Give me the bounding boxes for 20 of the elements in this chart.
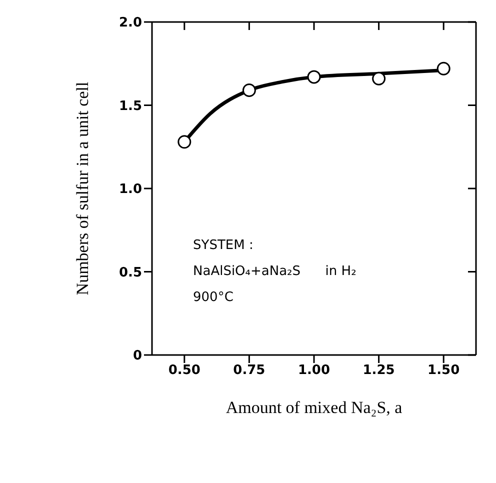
annotation: SYSTEM :	[193, 237, 254, 255]
x-tick-label: 0.50	[168, 363, 200, 378]
y-tick-label: 0.5	[118, 265, 142, 280]
y-tick-label: 2.0	[118, 16, 142, 31]
x-tick-label: 1.50	[428, 363, 460, 378]
annotation: 900°C	[193, 289, 234, 307]
point	[436, 62, 450, 76]
x-tick-label: 1.25	[362, 363, 395, 378]
y-tick-label: 1.5	[118, 98, 142, 114]
x-axis-title: Amount of mixed Na₂S, a	[226, 398, 403, 417]
y-tick-label: 1.0	[118, 182, 142, 198]
point	[178, 135, 192, 149]
point	[242, 84, 256, 98]
x-tick-label: 0.75	[233, 363, 266, 378]
annotation: NaAlSiO₄+aNa₂S in H₂	[193, 263, 356, 281]
y-axis-title: Numbers of sulfur in a unit cell	[73, 82, 92, 296]
point	[307, 70, 321, 84]
point	[372, 72, 386, 86]
y-tick-label: 0	[132, 348, 142, 364]
x-tick-label: 1.00	[298, 363, 330, 378]
